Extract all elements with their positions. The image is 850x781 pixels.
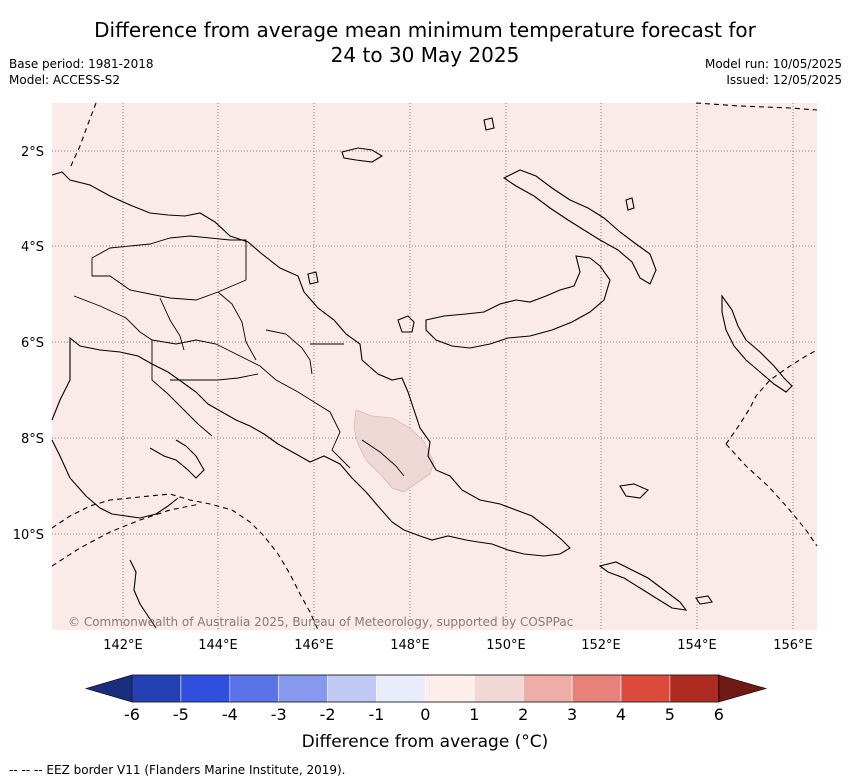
small-island <box>598 561 688 611</box>
new-ireland-coast <box>502 169 657 285</box>
new-britain-coast <box>425 255 611 349</box>
longitude-label: 146°E <box>294 638 334 653</box>
colorbar-tick-label: -1 <box>368 705 385 724</box>
map-title: Difference from average mean minimum tem… <box>0 18 850 68</box>
colorbar-tick-label: 2 <box>518 705 529 724</box>
colorbar-segment <box>669 674 720 703</box>
colorbar-under-arrow <box>84 674 133 703</box>
colorbar-segment <box>278 674 328 703</box>
colorbar-tick-label: 3 <box>567 705 578 724</box>
small-island <box>397 315 415 333</box>
colorbar-segment <box>571 674 622 703</box>
colorbar-segment <box>131 674 182 703</box>
longitude-label: 152°E <box>581 638 621 653</box>
colorbar-tick-label: 4 <box>615 705 627 724</box>
anomaly-patch <box>353 409 435 493</box>
latitude-label: 2°S <box>21 145 44 160</box>
latitude-label: 6°S <box>21 336 44 351</box>
new-guinea-coast <box>51 171 571 557</box>
small-island <box>625 197 635 211</box>
meta-right: Model run: 10/05/2025 Issued: 12/05/2025 <box>705 56 842 88</box>
cape-york-coast <box>129 559 157 629</box>
south-coast-lower <box>51 439 179 519</box>
latitude-label: 10°S <box>13 528 44 543</box>
bougainville-coast <box>721 294 793 393</box>
colorbar-tick-label: -2 <box>319 705 336 724</box>
colorbar-segment <box>376 674 426 703</box>
base-period: Base period: 1981-2018 <box>9 57 154 71</box>
issued-date: Issued: 12/05/2025 <box>726 73 842 87</box>
colorbar-tick-label: 0 <box>420 705 431 724</box>
longitude-label: 148°E <box>390 638 430 653</box>
colorbar <box>84 674 768 703</box>
meta-left: Base period: 1981-2018 Model: ACCESS-S2 <box>9 56 154 88</box>
longitude-label: 156°E <box>773 638 813 653</box>
colorbar-over-arrow <box>718 674 768 703</box>
longitude-labels: 142°E 144°E 146°E 148°E 150°E 152°E 154°E 156°E <box>103 638 813 653</box>
latitude-labels: 2°S 4°S 6°S 8°S 10°S <box>13 145 44 543</box>
colorbar-segment <box>180 674 231 703</box>
colorbar-tick-label: -3 <box>270 705 287 724</box>
small-island <box>619 483 649 499</box>
longitude-label: 154°E <box>677 638 717 653</box>
latitude-label: 8°S <box>21 432 44 447</box>
colorbar-tick-label: 6 <box>713 705 724 724</box>
colorbar-segment <box>229 674 280 703</box>
graticule <box>52 103 817 630</box>
small-island <box>483 117 495 131</box>
colorbar-tick-label: -6 <box>124 705 140 724</box>
manus-coast <box>341 147 384 163</box>
colorbar-segment <box>327 674 377 703</box>
small-island <box>695 595 713 605</box>
model-run: Model run: 10/05/2025 <box>704 57 842 71</box>
latitude-label: 4°S <box>21 240 44 255</box>
colorbar-segment <box>522 674 573 703</box>
colorbar-title: Difference from average (°C) <box>301 732 549 752</box>
coastlines <box>51 117 793 629</box>
colorbar-outline <box>131 674 720 703</box>
colorbar-segment <box>473 674 524 703</box>
colorbar-tick-label: -5 <box>172 705 189 724</box>
fly-delta <box>149 439 205 479</box>
eez-legend: -- -- -- EEZ border V11 (Flanders Marine… <box>9 763 346 777</box>
longitude-label: 150°E <box>486 638 526 653</box>
colorbar-tick-label: 5 <box>664 705 675 724</box>
title-line-1: Difference from average mean minimum tem… <box>94 18 756 42</box>
longitude-label: 142°E <box>103 638 143 653</box>
colorbar-segment <box>425 674 475 703</box>
colorbar-segment <box>620 674 671 703</box>
small-island <box>307 271 319 285</box>
copyright-text: © Commonwealth of Australia 2025, Bureau… <box>68 615 573 629</box>
colorbar-tick-label: 1 <box>469 705 480 724</box>
eez-borders <box>51 102 818 631</box>
title-line-2: 24 to 30 May 2025 <box>330 43 520 67</box>
longitude-label: 144°E <box>198 638 238 653</box>
model-name: Model: ACCESS-S2 <box>9 73 121 87</box>
colorbar-tick-label: -4 <box>221 705 238 724</box>
province-boundaries <box>73 235 405 477</box>
map-panel <box>52 103 817 630</box>
